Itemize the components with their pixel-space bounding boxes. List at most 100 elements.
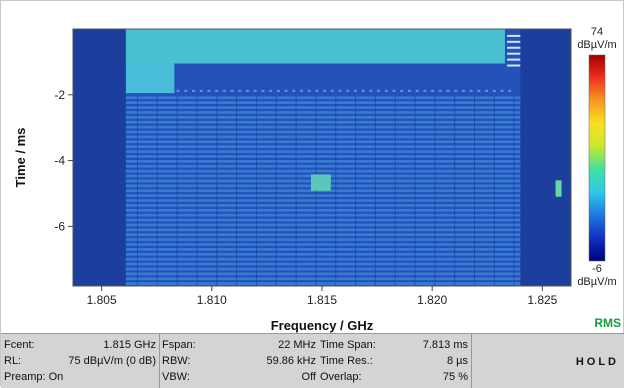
colorbar-max-unit: dBµV/m (577, 39, 616, 51)
y-axis-title: Time / ms (13, 128, 28, 188)
burst-row (125, 130, 521, 134)
burst-row (125, 101, 521, 105)
burst-row (125, 204, 521, 207)
edge-tick (507, 64, 521, 67)
dash-segment (215, 89, 219, 92)
burst-row (125, 267, 521, 271)
dash-segment (245, 89, 249, 92)
burst-row (125, 272, 521, 276)
info-row-rl: RL: 75 dBµV/m (0 dB) (1, 353, 159, 369)
carrier-line (236, 96, 238, 286)
carrier-line (196, 96, 198, 286)
vbw-value: Off (301, 371, 316, 383)
spectrogram-image (73, 29, 571, 286)
preamp-label: Preamp: On (4, 371, 64, 383)
y-tick-label: -2 (54, 88, 65, 102)
rl-value: 75 dBµV/m (0 dB) (68, 355, 156, 367)
dash-segment (269, 89, 273, 92)
dash-segment (492, 89, 496, 92)
dash-segment (500, 89, 504, 92)
carrier-line (255, 96, 257, 286)
dash-segment (400, 89, 404, 92)
dash-segment (199, 89, 203, 92)
carrier-line (374, 96, 376, 286)
dash-segment (284, 89, 288, 92)
dash-segment (369, 89, 373, 92)
burst-row (125, 257, 521, 261)
carrier-line (315, 96, 317, 286)
dash-segment (446, 89, 450, 92)
fcent-value: 1.815 GHz (103, 339, 156, 351)
dash-segment (222, 89, 226, 92)
edge-tick (507, 52, 521, 55)
burst-row (125, 252, 521, 256)
carrier-line (355, 96, 357, 286)
x-axis-title: Frequency / GHz (271, 318, 374, 333)
dash-segment (307, 89, 311, 92)
dash-segment (184, 89, 188, 92)
burst-row (125, 96, 521, 100)
x-tick-label: 1.815 (307, 293, 337, 307)
burst-row (125, 115, 521, 119)
x-tick-label: 1.810 (197, 293, 227, 307)
colorbar (588, 54, 606, 262)
colorbar-max-value: 74 (591, 26, 603, 38)
dash-segment (431, 89, 435, 92)
dash-segment (477, 89, 481, 92)
info-row-vbw: VBW: Off (159, 369, 319, 385)
edge-tick (507, 34, 521, 37)
info-row-fspan: Fspan: 22 MHz (159, 337, 319, 353)
dash-segment (361, 89, 365, 92)
carrier-line (216, 96, 218, 286)
burst-row (125, 199, 521, 202)
dash-segment (469, 89, 473, 92)
carrier-line (513, 96, 515, 286)
burst-row (125, 213, 521, 217)
rbw-value: 59.86 kHz (266, 355, 316, 367)
burst-row (125, 223, 521, 227)
info-row-time-span: Time Span: 7.813 ms (317, 337, 471, 353)
burst-row (125, 228, 521, 232)
dash-segment (276, 89, 280, 92)
y-tick-label: -6 (54, 219, 65, 233)
dash-segment (176, 89, 180, 92)
colorbar-min-value: -6 (592, 263, 602, 275)
y-tick-label: -4 (54, 154, 65, 168)
rl-label: RL: (4, 355, 22, 367)
x-tick-label: 1.825 (527, 293, 557, 307)
edge-tick (507, 40, 521, 43)
dash-segment (415, 89, 419, 92)
fcent-label: Fcent: (4, 339, 35, 351)
burst-row (125, 243, 521, 246)
burst-row (125, 218, 521, 222)
carrier-line (454, 96, 456, 286)
fspan-label: Fspan: (162, 339, 196, 351)
info-row-preamp: Preamp: On (1, 369, 159, 385)
spectrogram-chart: 1.805 1.810 1.815 1.820 1.825 -2 -4 -6 Frequency… (13, 26, 621, 333)
burst-row (125, 208, 521, 212)
dash-segment (299, 89, 303, 92)
strong-block-texture (125, 29, 505, 64)
dash-segment (461, 89, 465, 92)
dash-segment (261, 89, 265, 92)
dash-segment (230, 89, 234, 92)
carrier-line (434, 96, 436, 286)
burst-row (125, 150, 521, 153)
strong-block-left (125, 63, 175, 94)
dash-segment (377, 89, 381, 92)
carrier-line (295, 96, 297, 286)
info-column-time: Time Span: 7.813 ms Time Res.: 8 µs Over… (317, 337, 471, 387)
carrier-line (176, 96, 178, 286)
carrier-line (474, 96, 476, 286)
edge-tick (507, 46, 521, 49)
info-divider (471, 334, 472, 388)
dash-segment (315, 89, 319, 92)
info-row-overlap: Overlap: 75 % (317, 369, 471, 385)
dash-segment (207, 89, 211, 92)
vbw-label: VBW: (162, 371, 190, 383)
center-burst (310, 174, 331, 191)
time-span-label: Time Span: (320, 339, 376, 351)
edge-burst (555, 180, 562, 197)
info-row-rbw: RBW: 59.86 kHz (159, 353, 319, 369)
dash-segment (392, 89, 396, 92)
